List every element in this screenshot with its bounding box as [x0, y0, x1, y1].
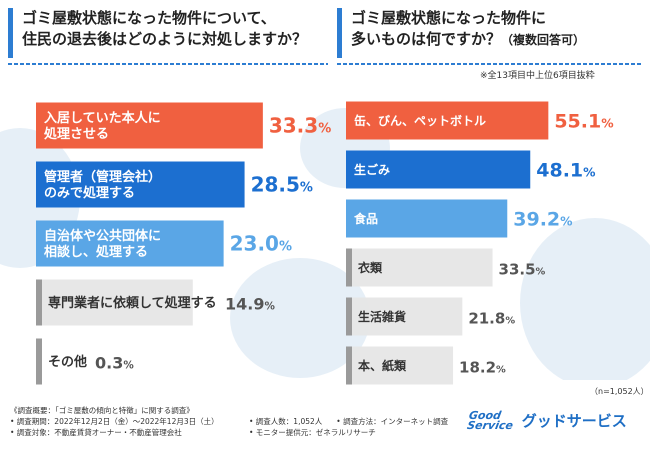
- subset-note: ※全13項目中上位6項目抜粋: [480, 71, 595, 81]
- right-title-line1: ゴミ屋敷状態になった物件に: [351, 9, 547, 27]
- category-label: 生活雑貨: [358, 309, 406, 324]
- left-title-underline: [8, 63, 328, 65]
- survey-method: • 調査方法：インターネット調査: [336, 417, 449, 426]
- value-label: 14.9%: [225, 295, 275, 314]
- title-accent-bar: [337, 8, 342, 58]
- title-accent-bar: [8, 8, 13, 58]
- bar-accent: [346, 297, 352, 336]
- value-label: 18.2%: [459, 358, 506, 376]
- left-chart-title: ゴミ屋敷状態になった物件について、 住民の退去後はどのように対処しますか？: [8, 6, 328, 62]
- value-label: 33.5%: [499, 260, 546, 278]
- category-label: 缶、びん、ペットボトル: [354, 113, 486, 128]
- bar-accent: [346, 248, 352, 287]
- sample-size-note: （n=1,052人）: [590, 387, 649, 396]
- category-label: 管理者（管理会社）のみで処理する: [44, 169, 161, 201]
- category-label: その他: [48, 354, 87, 370]
- right-title-subtitle: （複数回答可）: [501, 33, 586, 47]
- category-label: 衣類: [358, 260, 383, 275]
- bar: [346, 199, 508, 238]
- bar-accent: [36, 279, 42, 326]
- logo-mark: Good Service: [466, 409, 515, 432]
- category-label: 自治体や公共団体に相談し、処理する: [44, 228, 161, 260]
- right-chart-title: ゴミ屋敷状態になった物件に 多いものは何ですか？（複数回答可）: [337, 6, 642, 62]
- right-bar-chart: 缶、びん、ペットボトル 55.1% 生ごみ 48.1% 食品 39.2% 衣類 33.5% 生活…: [346, 101, 614, 385]
- category-label: 食品: [353, 211, 378, 226]
- bar: [42, 279, 193, 326]
- company-logo: Good Service グッドサービス: [466, 409, 627, 432]
- left-title-line1: ゴミ屋敷状態になった物件について、: [22, 9, 276, 27]
- bar: [36, 102, 263, 149]
- category-label: 生ごみ: [354, 162, 390, 177]
- bar: [36, 161, 245, 208]
- logo-mark-line2: Service: [466, 418, 515, 432]
- survey-overview: 《調査概要：「ゴミ屋敷の傾向と特徴」に関する調査》 • 調査期間：2022年12…: [10, 405, 448, 438]
- value-label: 21.8%: [468, 309, 515, 327]
- bar: [352, 297, 463, 336]
- category-label: 本、紙類: [358, 358, 407, 373]
- right-title-underline: [337, 63, 642, 65]
- value-label: 0.3%: [95, 354, 134, 373]
- survey-period: • 調査期間：2022年12月2日（金）～2022年12月3日（土）: [10, 417, 219, 426]
- bar: [346, 101, 549, 140]
- value-label: 28.5%: [251, 173, 313, 197]
- bar: [36, 220, 224, 267]
- value-label: 55.1%: [554, 110, 613, 132]
- bar-accent: [36, 338, 42, 385]
- bar: [346, 150, 531, 189]
- bar: [352, 346, 454, 385]
- survey-target: • 調査対象：不動産賃貸オーナー・不動産管理会社: [10, 428, 182, 437]
- left-title-line2: 住民の退去後はどのように対処しますか？: [22, 30, 308, 48]
- value-label: 48.1%: [536, 159, 595, 181]
- value-label: 23.0%: [230, 232, 292, 256]
- category-label: 専門業者に依頼して処理する: [48, 295, 217, 311]
- right-title-line2: 多いものは何ですか？: [351, 30, 502, 48]
- survey-provider: • モニター提供元：ゼネラルリサーチ: [249, 428, 376, 437]
- category-label: 入居していた本人に処理させる: [43, 110, 161, 142]
- left-bar-chart: 入居していた本人に処理させる 33.3% 管理者（管理会社）のみで処理する 28.5%…: [36, 102, 331, 385]
- value-label: 39.2%: [513, 208, 572, 230]
- bar-accent: [346, 346, 352, 385]
- survey-overview-title: 《調査概要：「ゴミ屋敷の傾向と特徴」に関する調査》: [10, 406, 194, 415]
- logo-text: グッドサービス: [521, 412, 627, 430]
- bar: [352, 248, 493, 287]
- survey-people: • 調査人数：1,052人: [249, 417, 323, 426]
- value-label: 33.3%: [269, 114, 331, 138]
